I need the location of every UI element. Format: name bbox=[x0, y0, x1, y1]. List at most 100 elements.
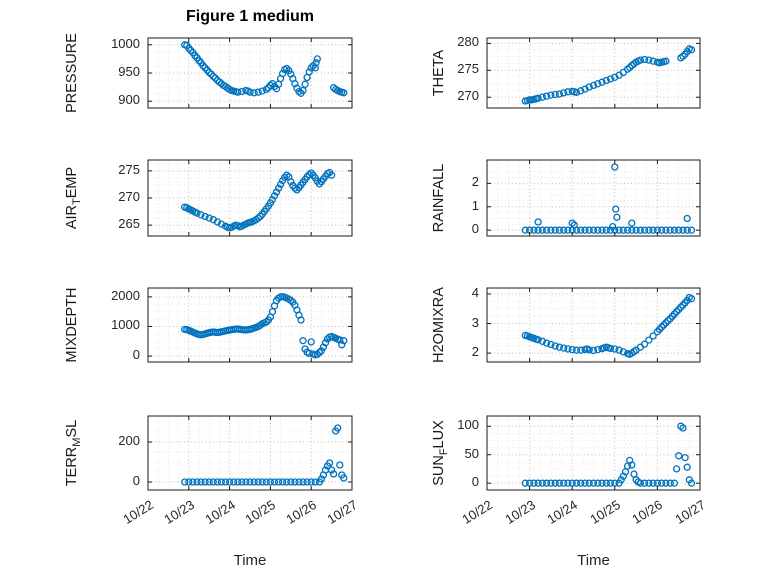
data-point bbox=[677, 303, 685, 311]
data-point bbox=[538, 479, 547, 487]
y-tick-label: 2000 bbox=[111, 287, 140, 303]
data-points bbox=[521, 45, 696, 105]
data-point bbox=[534, 218, 542, 226]
y-tick-label: 1000 bbox=[111, 35, 140, 51]
axes-box bbox=[486, 159, 701, 237]
data-point bbox=[262, 478, 270, 486]
data-point bbox=[560, 89, 568, 97]
data-point bbox=[687, 295, 696, 303]
data-point bbox=[325, 459, 334, 467]
data-point bbox=[649, 57, 657, 65]
data-point bbox=[645, 226, 653, 234]
data-point bbox=[225, 478, 234, 486]
data-point bbox=[640, 479, 649, 487]
data-point bbox=[598, 479, 606, 487]
data-point bbox=[577, 87, 585, 95]
y-tick-label: 275 bbox=[457, 61, 479, 77]
data-point bbox=[530, 479, 538, 487]
data-point bbox=[662, 226, 670, 234]
data-point bbox=[547, 226, 555, 234]
data-point bbox=[619, 226, 627, 234]
data-point bbox=[340, 337, 348, 345]
data-point bbox=[670, 479, 679, 487]
x-tick-label: 10/24 bbox=[201, 497, 238, 527]
data-point bbox=[572, 479, 581, 487]
data-point bbox=[185, 44, 193, 52]
data-point bbox=[311, 478, 319, 486]
data-point bbox=[266, 478, 275, 486]
y-label-text: SUN bbox=[431, 455, 447, 486]
data-point bbox=[538, 93, 547, 101]
data-point bbox=[683, 214, 691, 223]
y-tick-label: 1000 bbox=[111, 317, 140, 333]
x-tick-label: 10/24 bbox=[544, 497, 581, 527]
y-tick-label: 100 bbox=[457, 417, 479, 433]
data-point bbox=[658, 479, 666, 487]
data-point bbox=[246, 88, 254, 96]
data-point bbox=[254, 88, 262, 96]
y-tick-label: 950 bbox=[118, 64, 140, 79]
data-point bbox=[666, 479, 674, 487]
data-point bbox=[313, 350, 321, 358]
data-point bbox=[658, 226, 666, 234]
data-point bbox=[238, 478, 246, 486]
x-tick-label: 10/26 bbox=[283, 497, 320, 527]
data-point bbox=[619, 348, 627, 356]
y-axis-label: SUNFLUX bbox=[431, 420, 450, 486]
tick-marks bbox=[486, 416, 701, 490]
data-point bbox=[250, 478, 258, 486]
data-point bbox=[221, 478, 230, 486]
data-point bbox=[542, 226, 551, 234]
data-point bbox=[315, 180, 324, 188]
axes-box bbox=[147, 415, 353, 491]
data-point bbox=[672, 465, 681, 473]
data-point bbox=[268, 195, 277, 204]
x-tick-label: 10/26 bbox=[629, 497, 666, 527]
data-point bbox=[205, 478, 213, 486]
data-point bbox=[305, 171, 313, 179]
data-points bbox=[521, 163, 696, 234]
data-point bbox=[551, 226, 559, 234]
data-point bbox=[681, 453, 689, 462]
data-point bbox=[534, 94, 542, 102]
data-point bbox=[205, 68, 213, 77]
data-point bbox=[301, 80, 309, 88]
y-tick-label: 3 bbox=[471, 314, 479, 330]
data-point bbox=[636, 56, 645, 64]
data-point bbox=[258, 87, 266, 95]
data-point bbox=[250, 89, 258, 97]
tick-marks bbox=[486, 160, 701, 236]
data-point bbox=[581, 479, 589, 487]
data-point bbox=[589, 346, 598, 355]
minor-grid bbox=[148, 288, 352, 362]
data-point bbox=[675, 452, 683, 460]
data-point bbox=[230, 478, 238, 486]
subplot-mixdepth: MIXDEPTH 0 1000 2000 bbox=[64, 280, 360, 370]
data-point bbox=[299, 86, 307, 95]
data-point bbox=[577, 226, 585, 234]
x-axis-label-right: Time bbox=[577, 552, 610, 569]
y-axis-label: RAINFALL bbox=[431, 164, 447, 233]
data-point bbox=[594, 226, 602, 234]
y-tick-label: 0 bbox=[132, 473, 140, 488]
plot-area-theta: THETA bbox=[431, 37, 701, 109]
data-point bbox=[213, 478, 222, 486]
data-point bbox=[246, 478, 254, 486]
data-point bbox=[611, 345, 619, 353]
x-tick-label: 10/22 bbox=[459, 497, 495, 527]
data-point bbox=[293, 186, 301, 194]
subplot-airtemp: AIRTEMP 265 270 275 bbox=[64, 152, 360, 244]
y-axis-label: TERRMSL bbox=[64, 420, 83, 486]
data-point bbox=[278, 69, 287, 78]
y-label-text: AIR bbox=[64, 205, 80, 229]
data-point bbox=[670, 226, 679, 234]
subplot-terrmsl: TERRMSL 0 200 10/22 10/23 10/24 10/25 10/26 10/2… bbox=[64, 408, 360, 527]
data-point bbox=[555, 343, 564, 351]
data-point bbox=[560, 479, 568, 487]
data-point bbox=[585, 83, 593, 91]
major-grid bbox=[148, 38, 352, 108]
y-tick-label: 2 bbox=[471, 344, 479, 360]
data-point bbox=[189, 478, 197, 486]
data-points bbox=[181, 168, 336, 232]
